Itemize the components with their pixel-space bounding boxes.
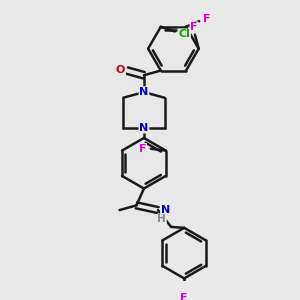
Text: F: F	[180, 293, 188, 300]
Text: N: N	[139, 123, 148, 133]
Text: N: N	[139, 87, 148, 97]
Text: F: F	[203, 14, 210, 24]
Text: F: F	[139, 144, 146, 154]
Text: H: H	[157, 214, 166, 224]
Text: F: F	[190, 22, 198, 32]
Text: O: O	[116, 64, 125, 75]
Text: Cl: Cl	[178, 29, 190, 39]
Text: N: N	[161, 205, 170, 215]
